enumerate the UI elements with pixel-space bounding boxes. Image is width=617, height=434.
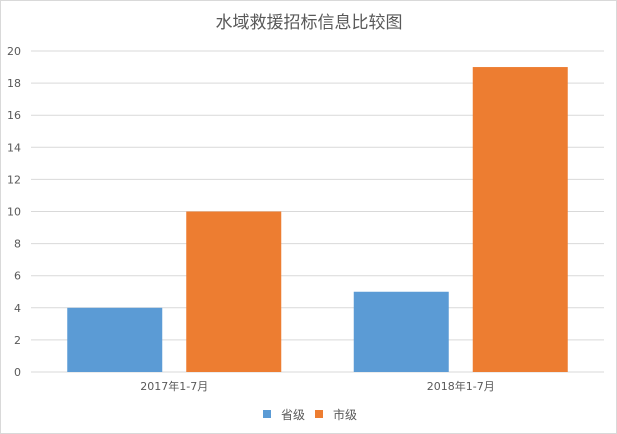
- y-tick-label-8: 8: [14, 238, 21, 251]
- y-tick-label-14: 14: [7, 141, 21, 154]
- y-tick-label-12: 12: [7, 173, 21, 186]
- bar-省级-2018年1-7月: [353, 291, 449, 372]
- legend-label-1: 市级: [333, 407, 357, 422]
- y-tick-label-20: 20: [7, 45, 21, 58]
- x-axis: 2017年1-7月 2018年1-7月: [140, 379, 494, 393]
- bar-省级-2017年1-7月: [67, 307, 163, 372]
- legend-swatch-1: [315, 410, 323, 418]
- legend: 省级 市级: [263, 407, 357, 422]
- x-tick-label-0: 2017年1-7月: [140, 379, 208, 393]
- x-tick-label-1: 2018年1-7月: [427, 379, 495, 393]
- bar-市级-2018年1-7月: [472, 67, 568, 373]
- y-tick-label-6: 6: [14, 270, 21, 283]
- bar-市级-2017年1-7月: [186, 211, 282, 372]
- legend-label-0: 省级: [281, 408, 305, 422]
- chart-title: 水域救援招标信息比较图: [216, 13, 403, 33]
- y-tick-label-18: 18: [7, 77, 21, 90]
- legend-swatch-0: [263, 410, 271, 418]
- y-axis: 0 2 4 6 8 10 12 14 16 18 20: [7, 45, 21, 379]
- y-tick-label-4: 4: [14, 302, 21, 315]
- y-tick-label-10: 10: [7, 206, 21, 219]
- y-tick-label-16: 16: [7, 109, 21, 122]
- y-tick-label-2: 2: [14, 334, 21, 347]
- y-tick-label-0: 0: [14, 366, 21, 379]
- bars: [67, 67, 568, 373]
